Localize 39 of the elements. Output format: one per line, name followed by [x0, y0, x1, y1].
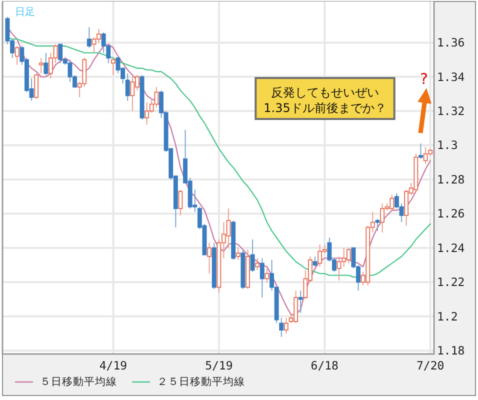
candlestick [110, 57, 116, 76]
candlestick [38, 57, 44, 74]
candlestick [264, 268, 270, 283]
x-tick-label: 5/19 [205, 358, 233, 372]
candlestick [14, 45, 20, 66]
y-tick-label: 1.2 [437, 309, 458, 324]
x-tick-label: 6/18 [310, 358, 339, 372]
candlestick [279, 318, 284, 338]
y-tick-label: 1.28 [437, 172, 465, 186]
candlestick [298, 290, 303, 314]
x-tick-label: 7/20 [416, 358, 444, 372]
y-tick-label: 1.32 [437, 104, 465, 118]
text: 日足 [15, 7, 35, 18]
candlestick [375, 218, 380, 232]
y-tick-label: 1.26 [437, 206, 465, 221]
candlestick [236, 247, 240, 260]
x-tick-label: 4/19 [99, 358, 128, 372]
candlestick [207, 242, 212, 274]
candlestick [178, 189, 183, 216]
candlestick [418, 143, 423, 160]
candlestick [284, 318, 288, 334]
y-tick-label: 1.18 [437, 344, 465, 358]
legend-label: ２５日移動平均線 [157, 376, 245, 388]
candlestick [44, 52, 48, 76]
candlestick [260, 258, 264, 298]
annotation: ? [420, 70, 428, 88]
candlestick [312, 256, 318, 268]
y-tick-label: 1.36 [437, 36, 465, 50]
y-tick-label: 1.22 [437, 275, 465, 290]
y-tick-label: 1.34 [437, 70, 465, 84]
candlestick [34, 72, 39, 100]
legend-label: ５日移動平均線 [40, 376, 117, 388]
candlestick [255, 258, 260, 271]
y-tick-label: 1.3 [437, 138, 458, 152]
candlestick [125, 72, 130, 102]
y-tick-label: 1.24 [437, 240, 465, 255]
candlestick [250, 238, 255, 272]
annotation: 反発してもせいぜい 1.35ドル前後までか？ [264, 86, 386, 115]
candlestick [86, 26, 92, 48]
